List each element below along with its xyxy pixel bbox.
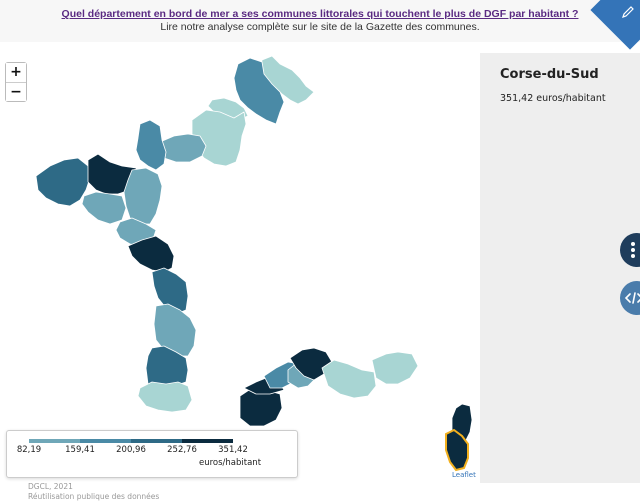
embed-code-button[interactable] — [620, 281, 640, 315]
legend-color-segment — [80, 439, 131, 443]
leaflet-attribution-link[interactable]: Leaflet — [452, 471, 476, 479]
legend-break-label: 82,19 — [16, 445, 42, 455]
region-pyrenees-atlantiques — [137, 381, 193, 413]
region-pas-de-calais — [233, 57, 285, 125]
question-link[interactable]: Quel département en bord de mer a ses co… — [61, 8, 579, 20]
legend: 82,19 159,41 200,96 252,76 351,42 euros/… — [6, 430, 298, 478]
selected-region-outline — [445, 428, 469, 472]
info-panel: Corse-du-Sud 351,42 euros/habitant — [480, 53, 640, 483]
region-alpes-maritimes — [371, 351, 419, 385]
pencil-icon[interactable] — [620, 4, 636, 20]
region-vendee — [127, 235, 175, 273]
zoom-in-button[interactable]: + — [6, 63, 26, 82]
zoom-control: + − — [5, 62, 27, 102]
region-charente-maritime — [151, 267, 189, 315]
region-manche — [135, 119, 167, 171]
header-subtitle: Lire notre analyse complète sur le site … — [160, 21, 480, 33]
legend-break-label: 252,76 — [167, 445, 197, 455]
zoom-out-button[interactable]: − — [6, 82, 26, 101]
department-value: 351,42 euros/habitant — [500, 93, 606, 104]
legend-color-segment — [131, 439, 182, 443]
region-var — [321, 359, 377, 399]
kebab-menu-icon — [631, 242, 635, 258]
region-finistere — [35, 157, 91, 207]
legend-color-bar — [29, 439, 233, 443]
region-haute-corse — [451, 403, 473, 441]
region-ille-et-vilaine — [123, 167, 163, 225]
legend-color-segment — [182, 439, 233, 443]
region-morbihan — [81, 191, 127, 225]
legend-color-segment — [29, 439, 80, 443]
department-name: Corse-du-Sud — [500, 67, 599, 82]
header-banner: Quel département en bord de mer a ses co… — [0, 0, 640, 42]
legend-break-label: 351,42 — [218, 445, 248, 455]
coastal-departments — [35, 55, 473, 471]
footer: DGCL, 2021 Réutilisation publique des do… — [28, 482, 159, 502]
legend-break-label: 159,41 — [65, 445, 95, 455]
reuse-text: Réutilisation publique des données — [28, 492, 160, 501]
legend-unit: euros/habitant — [199, 458, 262, 468]
choropleth-map[interactable] — [0, 53, 478, 483]
legend-break-label: 200,96 — [116, 445, 146, 455]
source-text: DGCL, 2021 — [28, 482, 73, 491]
menu-button[interactable] — [620, 233, 640, 267]
region-gironde — [153, 303, 197, 357]
code-icon — [624, 292, 640, 304]
